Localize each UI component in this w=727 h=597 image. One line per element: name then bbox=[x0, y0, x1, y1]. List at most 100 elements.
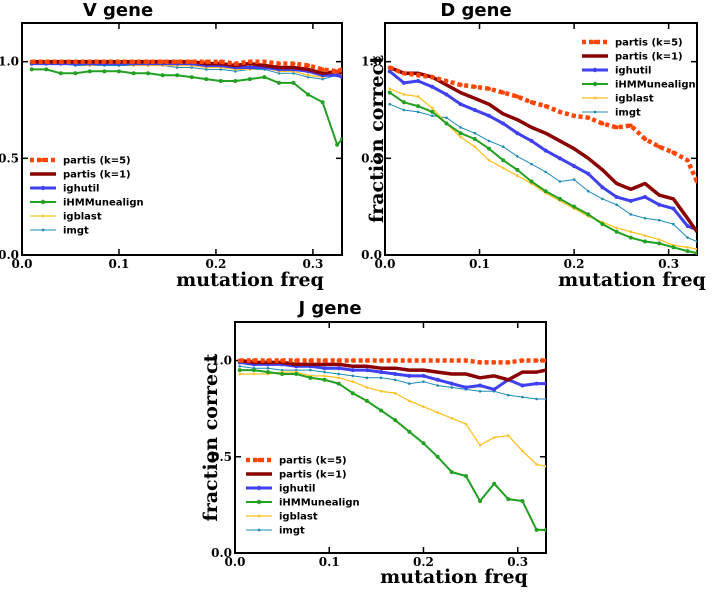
series-point bbox=[463, 358, 468, 363]
series-point bbox=[487, 158, 491, 162]
series-point bbox=[586, 189, 590, 193]
series-point bbox=[251, 368, 256, 373]
series-point bbox=[422, 405, 425, 409]
series-point bbox=[521, 395, 524, 399]
series-point bbox=[401, 71, 406, 76]
series-point bbox=[219, 68, 223, 71]
series-point bbox=[218, 79, 223, 83]
series-point bbox=[87, 69, 92, 74]
series-point bbox=[628, 235, 633, 240]
series-point bbox=[657, 238, 661, 241]
series-point bbox=[501, 121, 506, 126]
series-point bbox=[430, 114, 434, 118]
series-point bbox=[487, 146, 491, 151]
legend-label: partis (k=1) bbox=[615, 52, 683, 63]
series-group bbox=[29, 59, 342, 147]
series-line bbox=[389, 65, 697, 233]
series-point bbox=[247, 77, 252, 82]
series-point bbox=[204, 77, 209, 82]
series-point bbox=[535, 463, 538, 466]
y-tick-label: 1.0 bbox=[361, 55, 382, 69]
series-point bbox=[407, 429, 412, 434]
series-point bbox=[416, 104, 421, 109]
series-point bbox=[643, 239, 647, 244]
legend-marker bbox=[257, 528, 261, 532]
series-point bbox=[308, 375, 313, 380]
legend: partis (k=5) partis (k=1) ighutil iHMMuneal… bbox=[582, 38, 696, 119]
series-point bbox=[449, 470, 454, 475]
series-point bbox=[520, 383, 525, 388]
series-point bbox=[458, 102, 463, 107]
series-point bbox=[238, 372, 242, 376]
series-point bbox=[58, 59, 63, 64]
series-point bbox=[337, 376, 340, 380]
legend-marker bbox=[41, 214, 45, 218]
series-group bbox=[387, 65, 697, 255]
series-point bbox=[492, 387, 497, 392]
series-point bbox=[534, 381, 539, 386]
y-axis-label: fraction correct bbox=[200, 353, 222, 521]
series-group bbox=[237, 358, 546, 532]
series-line bbox=[31, 59, 342, 74]
series-point bbox=[629, 213, 633, 216]
series-point bbox=[294, 368, 298, 372]
series-line bbox=[239, 358, 546, 365]
series-point bbox=[87, 59, 92, 64]
y-tick-label: 0.0 bbox=[211, 546, 232, 560]
legend-label: iHMMunealign bbox=[279, 498, 360, 509]
series-point bbox=[535, 397, 538, 401]
series-point bbox=[685, 158, 690, 163]
chart-title: D gene bbox=[440, 0, 511, 21]
legend-label: iHMMunealign bbox=[63, 198, 144, 209]
x-tick-label: 0.1 bbox=[469, 257, 490, 271]
series-point bbox=[393, 391, 397, 395]
legend-label: ighutil bbox=[279, 484, 315, 495]
series-point bbox=[388, 102, 392, 106]
legend-marker bbox=[40, 157, 46, 163]
series-point bbox=[463, 385, 468, 390]
series-point bbox=[521, 449, 524, 453]
legend-marker bbox=[256, 499, 262, 505]
series-point bbox=[237, 358, 242, 363]
y-tick-label: 0.0 bbox=[361, 248, 382, 262]
series-point bbox=[657, 241, 662, 246]
series-point bbox=[501, 145, 505, 149]
series-point bbox=[416, 73, 421, 78]
legend-marker bbox=[40, 199, 46, 205]
legend-label: imgt bbox=[279, 526, 305, 537]
series-point bbox=[340, 75, 342, 80]
series-point bbox=[402, 108, 406, 112]
series-point bbox=[643, 234, 647, 237]
series-point bbox=[628, 123, 633, 128]
series-point bbox=[501, 90, 506, 95]
chart-panel-0: 0.0 0.1 0.2 0.3 0.0 0.5 1.0 V gene mutation freq… bbox=[0, 0, 343, 291]
series-point bbox=[335, 73, 340, 78]
series-point bbox=[335, 142, 340, 147]
x-tick-label: 0.1 bbox=[109, 257, 130, 271]
series-point bbox=[695, 240, 697, 243]
series-point bbox=[600, 222, 605, 227]
series-point bbox=[506, 497, 511, 502]
series-point bbox=[160, 73, 165, 78]
series-point bbox=[44, 67, 49, 72]
series-point bbox=[340, 67, 342, 72]
series-point bbox=[265, 358, 270, 363]
series-point bbox=[416, 95, 420, 98]
series-point bbox=[160, 59, 165, 64]
series-point bbox=[336, 366, 341, 371]
series-point bbox=[472, 84, 477, 89]
series-point bbox=[407, 373, 412, 378]
series-line bbox=[389, 88, 697, 250]
series-point bbox=[515, 94, 520, 99]
series-point bbox=[365, 386, 369, 389]
series-point bbox=[478, 360, 483, 365]
series-point bbox=[44, 59, 49, 64]
series-point bbox=[557, 196, 562, 201]
series-point bbox=[73, 59, 78, 64]
series-point bbox=[116, 69, 121, 74]
legend-marker bbox=[592, 39, 598, 45]
x-axis-label: mutation freq bbox=[380, 566, 528, 588]
series-point bbox=[572, 164, 577, 169]
series-point bbox=[306, 92, 311, 97]
series-point bbox=[487, 86, 491, 91]
